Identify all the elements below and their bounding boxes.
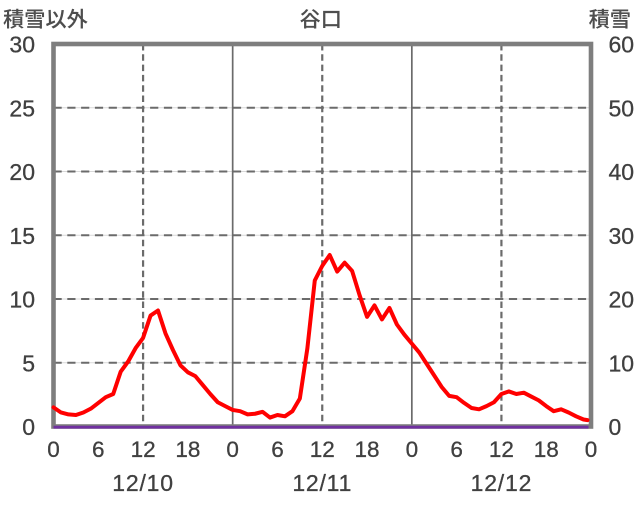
svg-text:60: 60 <box>609 32 635 58</box>
svg-text:6: 6 <box>450 437 463 462</box>
svg-text:0: 0 <box>22 414 35 440</box>
svg-text:18: 18 <box>534 437 559 462</box>
svg-text:5: 5 <box>22 350 35 376</box>
svg-text:20: 20 <box>609 287 635 313</box>
svg-text:12/12: 12/12 <box>471 470 533 496</box>
svg-text:6: 6 <box>271 437 284 462</box>
svg-text:25: 25 <box>9 95 35 121</box>
svg-text:12/11: 12/11 <box>292 470 352 496</box>
svg-text:10: 10 <box>9 287 35 313</box>
svg-text:0: 0 <box>226 437 239 462</box>
svg-text:10: 10 <box>609 350 635 376</box>
svg-text:0: 0 <box>406 437 419 462</box>
svg-text:40: 40 <box>609 159 635 185</box>
svg-text:50: 50 <box>609 95 635 121</box>
svg-text:18: 18 <box>175 437 200 462</box>
svg-text:30: 30 <box>9 32 35 58</box>
svg-text:20: 20 <box>9 159 35 185</box>
svg-text:0: 0 <box>47 437 60 462</box>
svg-text:12: 12 <box>310 437 335 462</box>
svg-text:6: 6 <box>92 437 105 462</box>
svg-text:18: 18 <box>355 437 380 462</box>
svg-text:15: 15 <box>9 223 35 249</box>
svg-text:12: 12 <box>131 437 156 462</box>
svg-text:30: 30 <box>609 223 635 249</box>
svg-text:0: 0 <box>585 437 598 462</box>
svg-text:12: 12 <box>489 437 514 462</box>
svg-text:12/10: 12/10 <box>112 470 174 496</box>
svg-text:0: 0 <box>609 414 622 440</box>
